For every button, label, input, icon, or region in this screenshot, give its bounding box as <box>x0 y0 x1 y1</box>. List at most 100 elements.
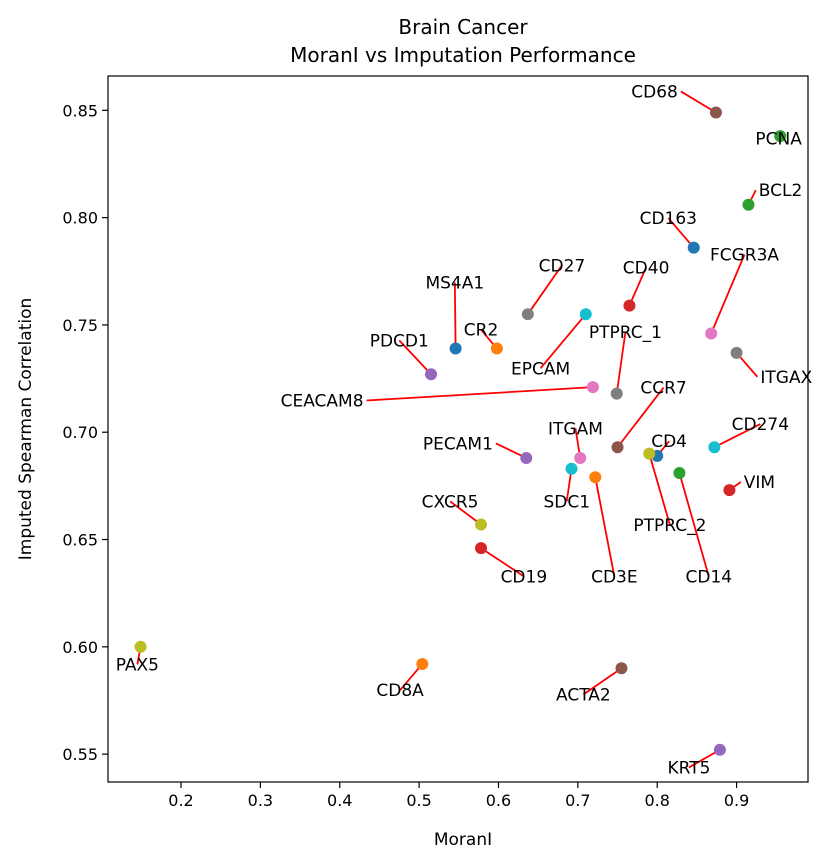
point-label: CEACAM8 <box>281 391 364 411</box>
data-point <box>589 471 602 484</box>
data-point <box>134 640 147 653</box>
leader-line <box>582 667 623 696</box>
plot-frame <box>107 75 809 783</box>
data-point <box>687 241 700 254</box>
leader-line <box>667 217 695 249</box>
data-point <box>586 381 599 394</box>
axis-ticks: 0.2 0.3 0.4 0.5 0.6 0.7 0.8 0.9 0.55 0.60 0.65 0.70… <box>62 101 749 810</box>
data-point <box>730 346 743 359</box>
leader-line <box>615 331 627 394</box>
x-tick-label: 0.6 <box>486 791 511 810</box>
point-label: PDCD1 <box>370 331 429 351</box>
chart-title: Brain Cancer <box>398 15 528 39</box>
point-label: CD27 <box>539 256 586 276</box>
data-point <box>520 451 533 464</box>
leader-line <box>678 472 710 577</box>
leader-line <box>648 453 671 526</box>
data-point <box>610 387 623 400</box>
point-label: PECAM1 <box>423 434 493 454</box>
data-point <box>774 130 787 143</box>
point-label: PTPRC_1 <box>589 323 662 343</box>
x-tick-label: 0.3 <box>248 791 273 810</box>
point-label: CD68 <box>631 82 678 102</box>
data-point <box>673 466 686 479</box>
x-tick-label: 0.2 <box>168 791 193 810</box>
point-label: CR2 <box>464 321 499 341</box>
point-label: CXCR5 <box>422 492 479 512</box>
leader-line <box>449 500 482 526</box>
point-label: SDC1 <box>543 492 590 512</box>
point-label: FCGR3A <box>710 246 779 266</box>
y-tick-label: 0.65 <box>62 531 98 550</box>
data-point <box>449 342 462 355</box>
leader-line <box>628 267 647 306</box>
x-tick-label: 0.8 <box>644 791 669 810</box>
chart-subtitle: MoranI vs Imputation Performance <box>290 43 636 67</box>
data-point <box>416 657 429 670</box>
y-axis-label: Imputed Spearman Correlation <box>16 298 36 561</box>
y-tick-label: 0.85 <box>62 101 98 120</box>
point-label: CD163 <box>640 209 697 229</box>
label-leader-lines <box>136 90 781 769</box>
data-point <box>742 198 755 211</box>
point-label: CD4 <box>651 432 687 452</box>
leader-line <box>713 423 761 449</box>
y-tick-label: 0.60 <box>62 638 98 657</box>
leader-line <box>366 386 593 402</box>
data-point <box>643 447 656 460</box>
data-point <box>521 308 534 321</box>
data-point <box>475 542 488 555</box>
data-point <box>713 743 726 756</box>
leader-line <box>527 264 563 315</box>
data-point <box>611 441 624 454</box>
point-label: CD8A <box>376 681 424 701</box>
leader-line <box>594 477 616 577</box>
data-point <box>425 368 438 381</box>
data-point <box>615 662 628 675</box>
data-point <box>490 342 503 355</box>
point-label: KRT5 <box>667 758 710 778</box>
point-label: PTPRC_2 <box>633 516 706 536</box>
point-label: BCL2 <box>759 181 803 201</box>
point-label: CD40 <box>623 258 670 278</box>
x-axis-label: MoranI <box>434 830 492 850</box>
point-label: PCNA <box>755 130 802 150</box>
point-label: CD19 <box>501 567 548 587</box>
point-labels: CD68 PCNA BCL2 CD163 CD40 FCGR3A CD27 EPCAM MS4A… <box>116 82 813 778</box>
point-label: CCR7 <box>640 379 686 399</box>
x-tick-label: 0.9 <box>724 791 749 810</box>
leader-line <box>616 387 665 448</box>
y-tick-label: 0.70 <box>62 423 98 442</box>
leader-line <box>539 313 587 369</box>
data-point <box>475 518 488 531</box>
data-point <box>574 451 587 464</box>
leader-line <box>453 282 457 349</box>
leader-line <box>680 90 717 114</box>
point-label: MS4A1 <box>425 273 484 293</box>
y-tick-label: 0.80 <box>62 209 98 228</box>
data-points <box>134 106 787 756</box>
x-tick-label: 0.7 <box>565 791 590 810</box>
point-label: CD3E <box>591 567 638 587</box>
data-point <box>623 299 636 312</box>
point-label: CD14 <box>685 567 732 587</box>
leader-line <box>710 254 746 334</box>
point-label: CD274 <box>732 415 789 435</box>
point-label: EPCAM <box>511 359 570 379</box>
data-point <box>705 327 718 340</box>
x-tick-label: 0.5 <box>406 791 431 810</box>
y-tick-label: 0.55 <box>62 745 98 764</box>
y-tick-label: 0.75 <box>62 316 98 335</box>
x-tick-label: 0.4 <box>327 791 352 810</box>
data-point <box>565 462 578 475</box>
data-point <box>709 106 722 119</box>
data-point <box>708 441 721 454</box>
point-label: VIM <box>744 473 775 493</box>
point-label: ACTA2 <box>556 685 611 705</box>
point-label: ITGAM <box>548 419 603 439</box>
point-label: ITGAX <box>760 368 812 388</box>
point-label: PAX5 <box>116 655 159 675</box>
leader-line <box>480 547 525 578</box>
data-point <box>579 308 592 321</box>
